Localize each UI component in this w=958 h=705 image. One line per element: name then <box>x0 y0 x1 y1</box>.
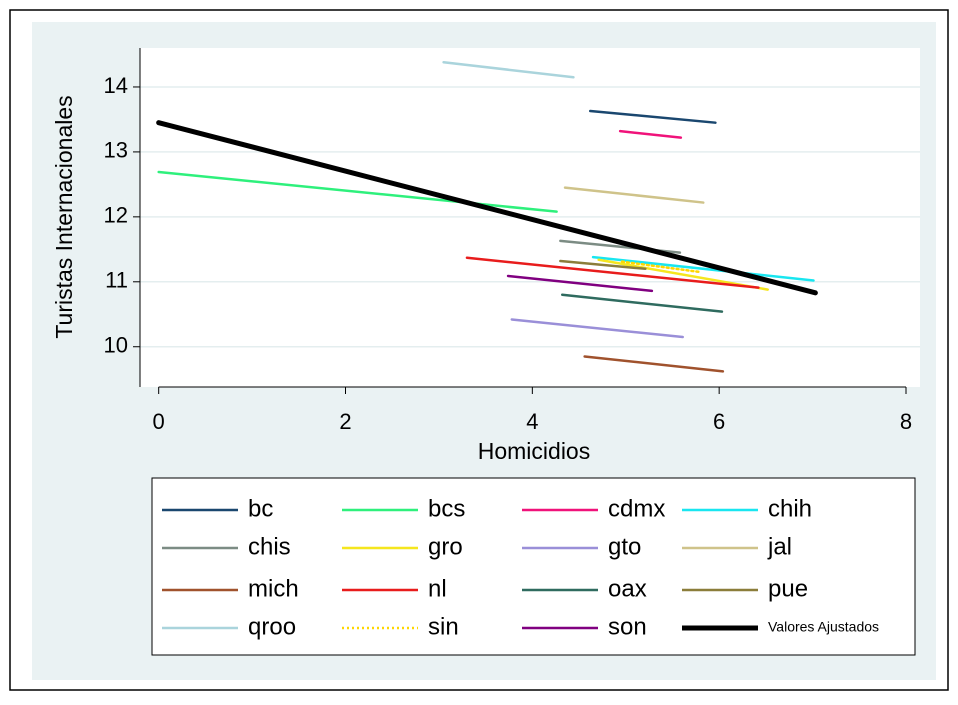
legend-label: sin <box>428 613 459 640</box>
series-line <box>442 61 575 79</box>
legend-label: cdmx <box>608 495 665 522</box>
legend-label: bcs <box>428 495 465 522</box>
x-axis-title: Homicidios <box>478 438 590 464</box>
series-line <box>620 260 702 274</box>
legend-label: oax <box>608 575 647 602</box>
series-line <box>618 129 683 139</box>
series-line <box>560 293 724 313</box>
legend-label: Valores Ajustados <box>768 619 879 635</box>
legend-label: nl <box>428 575 447 602</box>
x-tick-label: 2 <box>339 409 351 434</box>
legend-label: chih <box>768 495 812 522</box>
legend-label: bc <box>248 495 273 522</box>
series-line <box>506 274 654 293</box>
y-tick-label: 11 <box>105 268 128 293</box>
series-line <box>589 109 717 124</box>
series-line <box>563 186 705 204</box>
y-tick-label: 13 <box>104 138 128 163</box>
legend <box>151 477 916 656</box>
x-tick-label: 4 <box>526 409 538 434</box>
series-line <box>156 120 818 296</box>
series-line <box>591 255 815 282</box>
y-tick-label: 14 <box>104 73 128 98</box>
legend-label: gto <box>608 533 641 560</box>
y-tick-label: 12 <box>104 203 128 228</box>
legend-label: jal <box>767 533 792 560</box>
series-line <box>583 355 725 373</box>
series-line <box>465 256 760 289</box>
y-tick-label: 10 <box>104 333 128 358</box>
legend-label: chis <box>248 533 291 560</box>
series-line <box>510 318 684 339</box>
y-axis-title: Turistas Internacionales <box>51 95 77 338</box>
legend-label: qroo <box>248 613 296 640</box>
legend-label: gro <box>428 533 463 560</box>
series-line <box>559 259 647 271</box>
x-tick-label: 8 <box>900 409 912 434</box>
x-tick-label: 0 <box>153 409 165 434</box>
series-line <box>157 170 558 213</box>
legend-label: son <box>608 613 647 640</box>
x-tick-label: 6 <box>713 409 725 434</box>
legend-label: pue <box>768 575 808 602</box>
legend-label: mich <box>248 575 299 602</box>
